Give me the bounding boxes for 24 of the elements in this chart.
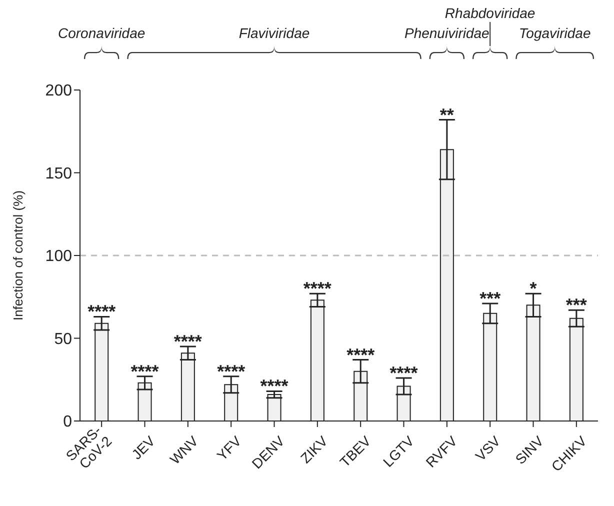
y-tick-label: 200 <box>45 82 72 100</box>
text: Phenuiviridae <box>404 25 490 41</box>
annotation: **** <box>260 376 288 396</box>
text: Coronaviridae <box>58 25 146 41</box>
annotation: **** <box>390 362 418 383</box>
annotation: *** <box>566 295 587 316</box>
y-tick-label: 0 <box>63 414 72 431</box>
annotation: **** <box>303 278 332 299</box>
x-tick-label: YFV <box>214 432 245 464</box>
text: Rhabdoviridae <box>444 5 536 21</box>
y-tick-label: 100 <box>45 248 72 266</box>
annotation: ** <box>440 104 454 125</box>
annotation: **** <box>88 302 116 322</box>
y-tick-label: 150 <box>45 165 72 182</box>
annotation: * <box>530 278 537 299</box>
annotation: **** <box>217 361 246 382</box>
annotation: **** <box>130 361 159 382</box>
y-axis-title: Infection of control (%) <box>10 190 26 321</box>
annotation: **** <box>174 332 202 352</box>
text: Flaviviridae <box>238 25 310 41</box>
annotation: *** <box>480 288 501 308</box>
annotation: **** <box>346 344 375 365</box>
y-tick-label: 50 <box>54 330 72 348</box>
text: Togaviridae <box>518 25 591 41</box>
